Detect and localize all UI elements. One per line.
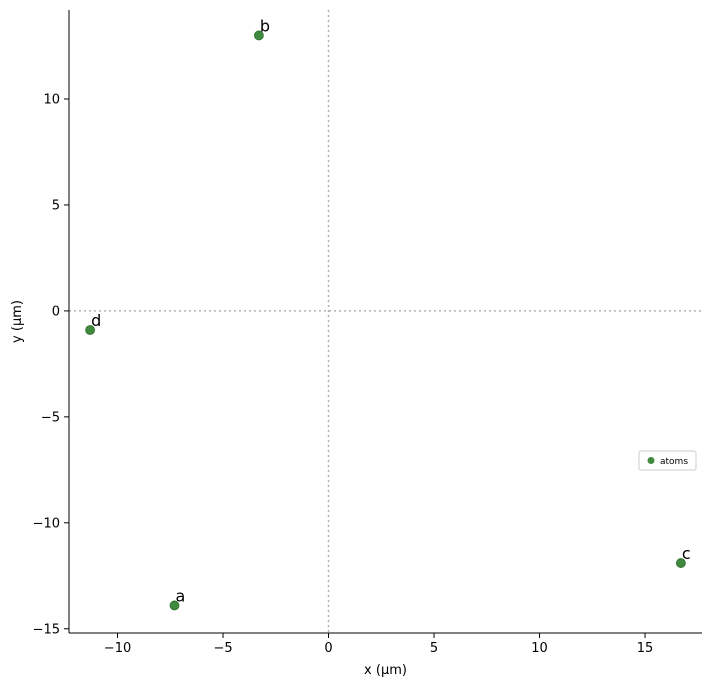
data-points: a b c d bbox=[85, 16, 691, 611]
x-tick-label: 0 bbox=[324, 641, 332, 656]
point-label-a: a bbox=[176, 586, 186, 605]
x-tick-label: −10 bbox=[104, 641, 131, 656]
legend-entry-atoms: atoms bbox=[660, 457, 688, 467]
legend: atoms bbox=[638, 450, 697, 471]
x-tick-label: 5 bbox=[430, 641, 438, 656]
y-tick-label: −5 bbox=[41, 410, 60, 425]
reference-lines bbox=[69, 10, 702, 633]
data-point-d bbox=[85, 325, 95, 335]
y-tick-label: 10 bbox=[43, 93, 60, 108]
y-axis-label: y (µm) bbox=[10, 300, 25, 343]
axes bbox=[68, 10, 702, 634]
x-axis-label: x (µm) bbox=[364, 663, 407, 678]
legend-marker bbox=[647, 457, 655, 464]
legend-box bbox=[638, 450, 697, 471]
y-ticks: −15 −10 −5 0 5 10 bbox=[33, 93, 69, 637]
x-ticks: −10 −5 0 5 10 15 bbox=[104, 633, 653, 656]
point-label-d: d bbox=[91, 311, 101, 330]
y-tick-label: 0 bbox=[52, 304, 60, 319]
y-tick-label: −10 bbox=[33, 516, 60, 531]
y-tick-label: 5 bbox=[52, 198, 60, 213]
data-point-b bbox=[253, 30, 264, 41]
data-point-a bbox=[169, 600, 180, 611]
point-label-c: c bbox=[682, 544, 691, 563]
x-tick-label: 10 bbox=[531, 641, 548, 656]
point-label-b: b bbox=[260, 16, 270, 35]
data-point-c bbox=[676, 558, 686, 568]
x-tick-label: −5 bbox=[213, 641, 232, 656]
y-tick-label: −15 bbox=[33, 622, 60, 637]
x-tick-label: 15 bbox=[637, 641, 654, 656]
